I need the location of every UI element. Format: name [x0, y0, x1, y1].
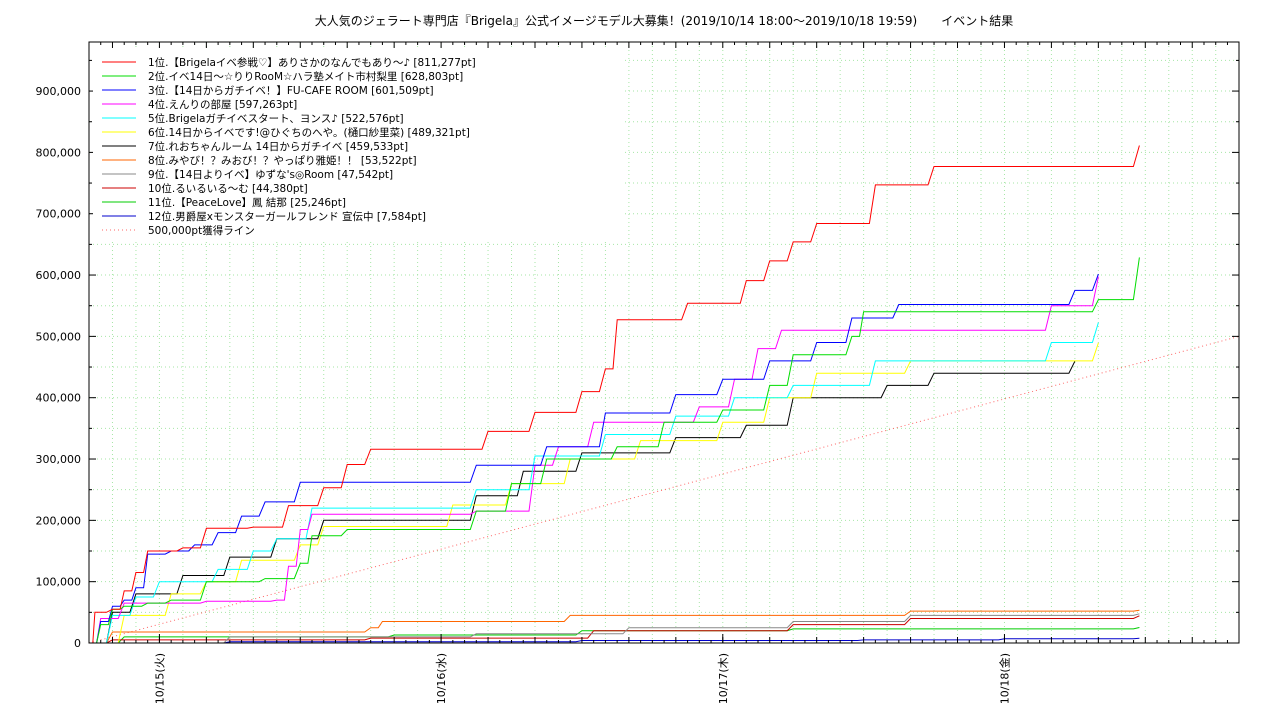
legend-background [93, 50, 623, 240]
y-tick-label: 500,000 [36, 330, 82, 343]
series-line-8 [89, 609, 1140, 644]
legend-entry: 6位.14日からイベです!@ひぐちのへや。(樋口紗里菜) [489,321pt] [148, 126, 470, 139]
legend-entry: 8位.みやび！？みおび！？やっぱり雅姫！！ [53,522pt] [148, 154, 417, 167]
legend-entry: 2位.イベ14日〜☆りりRooM☆ハラ塾メイト市村梨里 [628,803pt] [148, 70, 463, 83]
y-tick-label: 700,000 [36, 208, 82, 221]
series-line-1 [89, 145, 1140, 644]
series-line-11 [89, 627, 1140, 644]
axes: 0 100,000 200,000 300,000 400,000 500,000 600,… [36, 42, 1239, 704]
legend-entry: 3位.【14日からガチイベ！】FU-CAFE ROOM [601,509pt] [148, 84, 434, 97]
legend-entry: 500,000pt獲得ライン [148, 224, 255, 237]
legend-entry: 9位.【14日よりイベ】ゆずな's◎Room [47,542pt] [148, 168, 393, 181]
y-tick-label: 200,000 [36, 514, 82, 527]
series-line-2 [89, 257, 1140, 644]
series-line-3 [89, 273, 1099, 644]
y-tick-label: 800,000 [36, 146, 82, 159]
x-tick-label: 10/18(金) [997, 653, 1011, 704]
y-tick-label: 900,000 [36, 85, 82, 98]
legend-entry: 5位.Brigelaガチイベスタート、ヨンス♪ [522,576pt] [148, 112, 404, 125]
y-tick-label: 300,000 [36, 453, 82, 466]
y-tick-label: 0 [74, 637, 81, 650]
x-tick-label: 10/17(木) [717, 653, 730, 704]
series-lines [89, 145, 1140, 644]
x-tick-label: 10/15(火) [153, 653, 166, 704]
legend-entry: 7位.れおちゃんルーム 14日からガチイベ [459,533pt] [148, 140, 408, 153]
series-line-4 [89, 276, 1099, 644]
legend-entry: 12位.男爵屋xモンスターガールフレンド 宣伝中 [7,584pt] [148, 210, 426, 223]
x-tick-label: 10/16(水) [435, 653, 448, 704]
legend-entry: 11位.【PeaceLove】鳳 結那 [25,246pt] [148, 196, 346, 209]
series-line-9 [89, 613, 1140, 644]
series-line-6 [89, 342, 1099, 644]
chart-title: 大人気のジェラート専門店『Brigela』公式イメージモデル大募集！(2019/… [315, 13, 1013, 28]
series-line-12 [89, 637, 1140, 644]
legend-entry: 1位.【Brigelaイベ参戦♡】ありさかのなんでもあり〜♪ [811,277p… [148, 56, 476, 69]
y-tick-label: 100,000 [36, 576, 82, 589]
series-line-5 [89, 322, 1099, 644]
legend: 1位.【Brigelaイベ参戦♡】ありさかのなんでもあり〜♪ [811,277p… [93, 50, 623, 240]
legend-entry: 4位.えんりの部屋 [597,263pt] [148, 98, 297, 111]
y-tick-label: 400,000 [36, 392, 82, 405]
legend-entry: 10位.るいるいる〜む [44,380pt] [148, 182, 308, 195]
y-tick-label: 600,000 [36, 269, 82, 282]
